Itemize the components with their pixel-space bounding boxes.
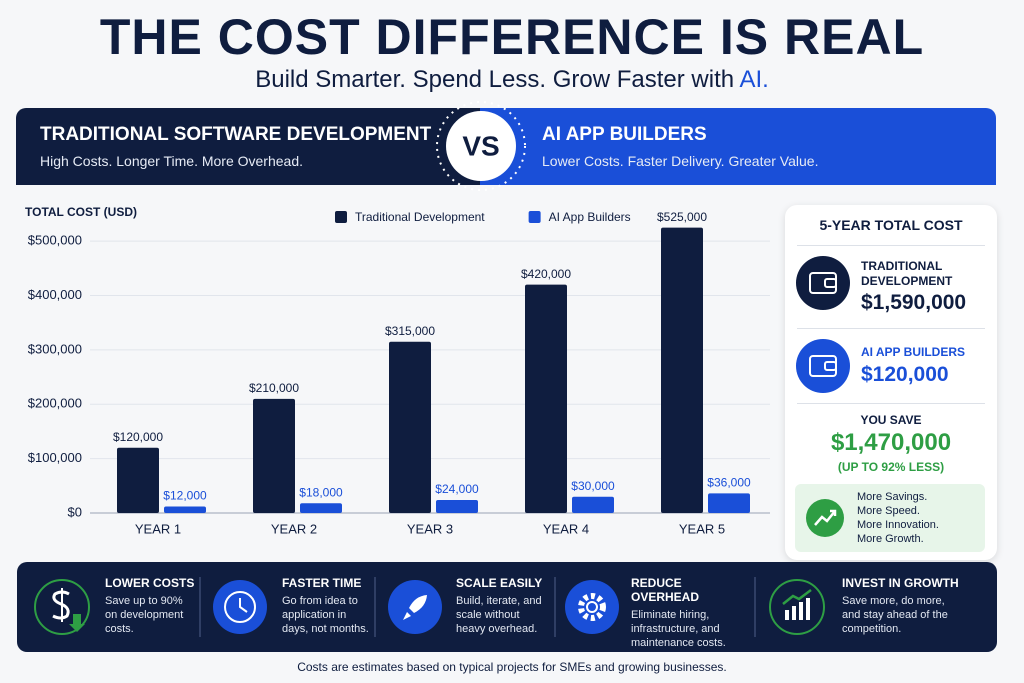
page-title: THE COST DIFFERENCE IS REAL — [99, 9, 925, 65]
footnote: Costs are estimates based on typical pro… — [297, 660, 727, 674]
benefits-box: More Savings. More Speed. More Innovation.… — [795, 484, 985, 552]
banner-left-title: TRADITIONAL SOFTWARE DEVELOPMENT — [40, 124, 432, 145]
bar — [389, 341, 431, 513]
value-label: $18,000 — [299, 485, 343, 499]
value-label: $210,000 — [249, 381, 299, 395]
feature: FASTER TIME Go from idea to application i… — [282, 576, 370, 636]
wallet-icon — [796, 256, 850, 310]
feature-title: LOWER COSTS — [105, 576, 195, 590]
value-label: $525,000 — [657, 210, 707, 224]
x-tick-label: YEAR 4 — [543, 521, 589, 536]
value-label: $36,000 — [707, 476, 751, 490]
feature: LOWER COSTS Save up to 90% on development… — [105, 576, 195, 636]
x-tick-label: YEAR 2 — [271, 521, 317, 536]
savings-label: YOU SAVE — [860, 413, 922, 427]
bar — [572, 496, 614, 513]
vs-ring — [436, 101, 526, 191]
traditional-amount: $1,590,000 — [861, 291, 967, 314]
legend-swatch — [335, 211, 347, 223]
features-bar — [17, 562, 997, 652]
feature-text: Eliminate hiring, infrastructure, and ma… — [631, 609, 726, 649]
banner-right — [480, 108, 996, 185]
value-label: $24,000 — [435, 482, 479, 496]
feature: SCALE EASILY Build, iterate, and scale wi… — [456, 576, 548, 636]
feature-title: REDUCE OVERHEAD — [631, 576, 700, 604]
feature-icons — [34, 577, 825, 637]
bar — [164, 506, 206, 513]
feature-title: SCALE EASILY — [456, 576, 543, 590]
bar — [117, 447, 159, 513]
divider — [797, 245, 985, 246]
icon-faster-time — [213, 580, 267, 634]
benefit: More Savings. — [857, 491, 928, 503]
vs-badge: VS — [436, 101, 526, 191]
icon-invest-growth — [769, 579, 825, 635]
legend-swatch — [528, 211, 541, 223]
legend-label: AI App Builders — [549, 210, 631, 224]
bar — [436, 499, 478, 513]
divider — [797, 328, 985, 329]
y-tick-label: $200,000 — [28, 396, 82, 411]
benefits-list: More Savings. More Speed. More Innovation.… — [857, 490, 939, 546]
summary-title: 5-YEAR TOTAL COST — [819, 217, 963, 233]
chart: TOTAL COST (USD) $0 $100,000 $200,000 $300,… — [25, 205, 770, 536]
traditional-label: TRADITIONAL DEVELOPMENT — [861, 259, 953, 288]
banner-right-subtitle: Lower Costs. Faster Delivery. Greater Va… — [542, 153, 819, 169]
value-label: $120,000 — [113, 430, 163, 444]
feature-title: FASTER TIME — [282, 576, 362, 590]
value-label: $315,000 — [385, 324, 435, 338]
benefit: More Growth. — [857, 533, 924, 545]
value-label: $30,000 — [571, 479, 615, 493]
page-subtitle: Build Smarter. Spend Less. Grow Faster w… — [0, 66, 1024, 94]
savings-note: (UP TO 92% LESS) — [837, 460, 945, 474]
feature-text: Save up to 90% on development costs. — [105, 595, 184, 635]
y-tick-label: $400,000 — [28, 287, 82, 302]
value-label: $12,000 — [163, 489, 207, 503]
x-tick-label: YEAR 3 — [407, 521, 453, 536]
growth-icon — [806, 499, 844, 537]
savings-amount: $1,470,000 — [830, 429, 952, 456]
banner-left — [16, 108, 486, 185]
feature-text: Go from idea to application in days, not… — [282, 595, 369, 635]
bar — [300, 503, 342, 513]
vs-text: VS — [462, 130, 499, 161]
feature-text: Save more, do more, and stay ahead of th… — [842, 595, 948, 635]
feature-text: Build, iterate, and scale without heavy … — [456, 595, 542, 635]
bar — [708, 493, 750, 513]
bar — [525, 284, 567, 513]
bar — [661, 227, 703, 513]
subtitle-highlight: AI. — [739, 66, 769, 93]
banner-left-subtitle: High Costs. Longer Time. More Overhead. — [40, 153, 304, 169]
feature-title: INVEST IN GROWTH — [842, 576, 959, 590]
divider — [797, 403, 985, 404]
x-tick-label: YEAR 5 — [679, 521, 725, 536]
subtitle-text: Build Smarter. Spend Less. Grow Faster w… — [255, 66, 735, 93]
y-tick-label: $100,000 — [28, 450, 82, 465]
y-tick-label: $500,000 — [28, 233, 82, 248]
ai-label: AI APP BUILDERS — [861, 345, 966, 359]
x-tick-label: YEAR 1 — [135, 521, 181, 536]
ai-amount: $120,000 — [861, 363, 949, 386]
y-tick-label: $0 — [68, 504, 82, 519]
bar — [253, 398, 295, 513]
summary-card: 5-YEAR TOTAL COST TRADITIONAL DEVELOPMEN… — [785, 205, 997, 560]
value-label: $420,000 — [521, 267, 571, 281]
legend-label: Traditional Development — [355, 210, 485, 224]
vs-circle — [446, 111, 516, 181]
y-tick-label: $300,000 — [28, 341, 82, 356]
icon-lower-costs — [34, 579, 90, 635]
benefit: More Innovation. — [857, 519, 939, 531]
y-axis-label: TOTAL COST (USD) — [25, 205, 137, 219]
feature: INVEST IN GROWTH Save more, do more, and … — [842, 576, 962, 636]
icon-scale-easily — [388, 580, 442, 634]
wallet-icon — [796, 339, 850, 393]
feature: REDUCE OVERHEAD Eliminate hiring, infrast… — [631, 576, 736, 650]
icon-reduce-overhead — [565, 580, 619, 634]
benefit: More Speed. — [857, 505, 920, 517]
banner-right-title: AI APP BUILDERS — [542, 124, 707, 145]
